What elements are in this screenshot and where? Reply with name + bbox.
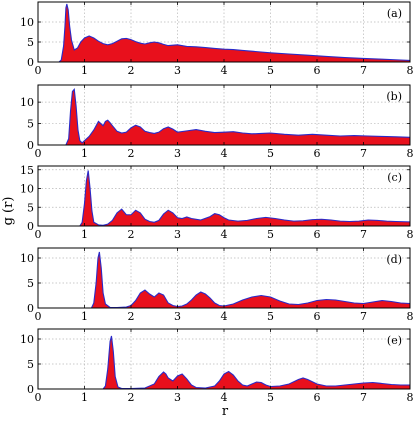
x-tick-label: 2 — [128, 391, 135, 404]
x-tick-label: 3 — [174, 310, 181, 323]
x-tick-label: 8 — [407, 147, 414, 160]
y-tick-label: 10 — [20, 16, 34, 29]
x-tick-label: 3 — [174, 147, 181, 160]
panel-2: 0 1 2 3 4 5 6 7 8 0 5 10 (b) — [20, 84, 414, 160]
y-tick-label: 5 — [27, 36, 34, 49]
x-tick-label: 4 — [221, 391, 228, 404]
x-tick-label: 5 — [267, 228, 274, 241]
x-tick-label: 0 — [35, 391, 42, 404]
y-tick-label: 5 — [27, 277, 34, 290]
x-tick-label: 1 — [81, 391, 88, 404]
y-tick-label: 0 — [27, 302, 34, 315]
x-tick-label: 5 — [267, 64, 274, 77]
x-tick-label: 1 — [81, 228, 88, 241]
y-tick-label: 0 — [27, 56, 34, 69]
panel-label: (b) — [386, 90, 402, 103]
x-tick-label: 8 — [407, 228, 414, 241]
rdf-area-5 — [38, 336, 410, 389]
rdf-curve-4 — [38, 251, 411, 309]
x-tick-label: 6 — [314, 64, 321, 77]
x-tick-label: 4 — [221, 228, 228, 241]
y-tick-label: 5 — [27, 358, 34, 371]
x-tick-label: 8 — [407, 391, 414, 404]
y-tick-label: 0 — [27, 139, 34, 152]
rdf-area-2 — [38, 89, 410, 145]
x-tick-label: 3 — [174, 64, 181, 77]
x-axis-label: r — [222, 404, 229, 419]
x-tick-label: 4 — [221, 64, 228, 77]
y-tick-label: 10 — [20, 333, 34, 346]
x-tick-label: 6 — [314, 228, 321, 241]
x-tick-label: 4 — [221, 147, 228, 160]
x-tick-label: 5 — [267, 310, 274, 323]
x-tick-label: 8 — [407, 310, 414, 323]
y-tick-label: 5 — [27, 118, 34, 131]
rdf-curve-2 — [38, 87, 411, 146]
panel-label: (e) — [387, 334, 402, 347]
x-tick-label: 2 — [128, 310, 135, 323]
x-tick-label: 7 — [360, 391, 367, 404]
panel-1: 0 1 2 3 4 5 6 7 8 0 5 10 (a) — [20, 1, 414, 77]
rdf-curve-1 — [38, 3, 411, 63]
y-tick-label: 5 — [27, 201, 34, 214]
x-tick-label: 6 — [314, 310, 321, 323]
x-tick-label: 6 — [314, 147, 321, 160]
rdf-curve-3 — [38, 170, 411, 227]
x-tick-label: 0 — [35, 147, 42, 160]
panel-label: (c) — [387, 171, 402, 184]
x-tick-label: 1 — [81, 64, 88, 77]
x-tick-label: 1 — [81, 310, 88, 323]
y-tick-label: 0 — [27, 220, 34, 233]
x-tick-label: 2 — [128, 147, 135, 160]
y-tick-label: 10 — [20, 96, 34, 109]
y-axis-label: g (r) — [1, 197, 16, 226]
y-tick-label: 10 — [20, 252, 34, 265]
panel-label: (d) — [386, 253, 402, 266]
x-tick-label: 5 — [267, 147, 274, 160]
x-tick-label: 1 — [81, 147, 88, 160]
x-tick-label: 7 — [360, 64, 367, 77]
x-tick-label: 6 — [314, 391, 321, 404]
x-tick-label: 3 — [174, 228, 181, 241]
y-tick-label: 10 — [20, 183, 34, 196]
panel-4: 0 1 2 3 4 5 6 7 8 0 5 10 (d) — [20, 247, 414, 323]
panel-label: (a) — [387, 7, 402, 20]
x-tick-label: 0 — [35, 64, 42, 77]
panel-5: 0 1 2 3 4 5 6 7 8 0 5 10 (e) — [20, 328, 414, 404]
x-tick-label: 7 — [360, 147, 367, 160]
x-tick-label: 8 — [407, 64, 414, 77]
x-tick-label: 3 — [174, 391, 181, 404]
x-tick-label: 4 — [221, 310, 228, 323]
x-tick-label: 7 — [360, 310, 367, 323]
x-tick-label: 0 — [35, 310, 42, 323]
x-tick-label: 0 — [35, 228, 42, 241]
rdf-curve-5 — [38, 335, 410, 390]
x-tick-label: 2 — [128, 64, 135, 77]
x-tick-label: 2 — [128, 228, 135, 241]
rdf-area-1 — [38, 4, 410, 62]
x-tick-label: 7 — [360, 228, 367, 241]
x-tick-label: 5 — [267, 391, 274, 404]
y-tick-label: 0 — [27, 383, 34, 396]
panel-frame — [37, 165, 411, 227]
y-tick-label: 15 — [20, 164, 34, 177]
panel-3: 0 1 2 3 4 5 6 7 8 0 5 10 15 (c) — [20, 164, 414, 241]
